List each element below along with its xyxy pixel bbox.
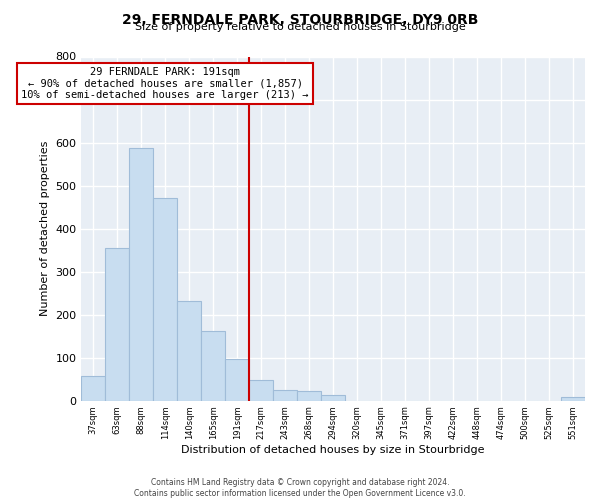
X-axis label: Distribution of detached houses by size in Stourbridge: Distribution of detached houses by size … — [181, 445, 485, 455]
Bar — [249, 380, 273, 400]
Bar — [225, 360, 249, 401]
Bar — [297, 391, 321, 400]
Text: 29, FERNDALE PARK, STOURBRIDGE, DY9 0RB: 29, FERNDALE PARK, STOURBRIDGE, DY9 0RB — [122, 12, 478, 26]
Bar — [321, 394, 345, 400]
Bar — [177, 301, 201, 400]
Text: Contains HM Land Registry data © Crown copyright and database right 2024.
Contai: Contains HM Land Registry data © Crown c… — [134, 478, 466, 498]
Bar — [105, 248, 129, 400]
Text: 29 FERNDALE PARK: 191sqm
← 90% of detached houses are smaller (1,857)
10% of sem: 29 FERNDALE PARK: 191sqm ← 90% of detach… — [22, 67, 309, 100]
Bar — [273, 390, 297, 400]
Bar — [201, 330, 225, 400]
Y-axis label: Number of detached properties: Number of detached properties — [40, 141, 50, 316]
Bar — [129, 148, 153, 400]
Bar — [153, 198, 177, 400]
Text: Size of property relative to detached houses in Stourbridge: Size of property relative to detached ho… — [134, 22, 466, 32]
Bar — [561, 397, 585, 400]
Bar — [81, 376, 105, 400]
